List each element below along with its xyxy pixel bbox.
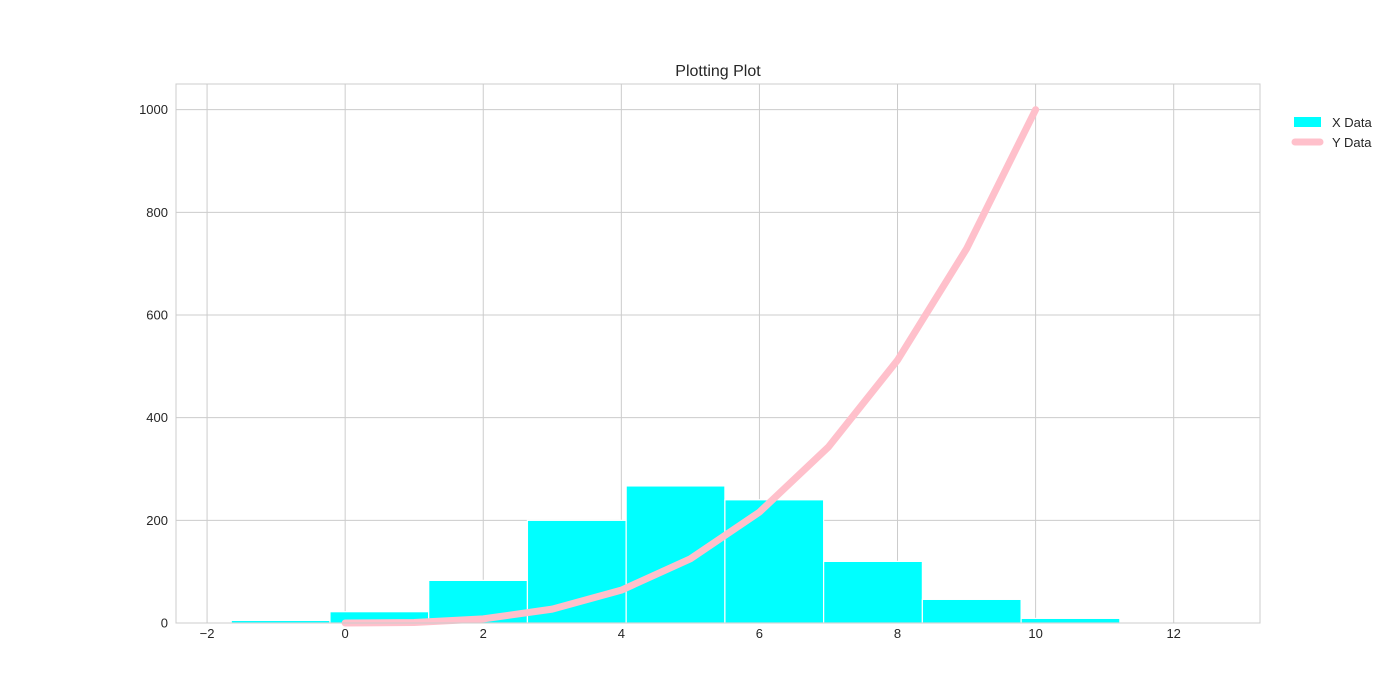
y-tick-label: 0	[161, 616, 168, 631]
histogram-bar	[921, 598, 1022, 624]
y-tick-label: 800	[146, 205, 168, 220]
histogram-bar	[823, 560, 923, 624]
x-tick-label: 2	[480, 626, 487, 641]
x-tick-label: 8	[894, 626, 901, 641]
y-tick-label: 200	[146, 513, 168, 528]
x-tick-label: 6	[756, 626, 763, 641]
legend-swatch-x-data	[1294, 117, 1321, 127]
chart-title: Plotting Plot	[675, 63, 761, 80]
x-axis-ticks: −2 0 2 4 6 8 10 12	[200, 626, 1181, 641]
x-tick-label: −2	[200, 626, 215, 641]
plot-frame	[175, 83, 1261, 624]
legend: X Data Y Data	[1291, 115, 1373, 150]
x-tick-label: 10	[1028, 626, 1042, 641]
y-tick-label: 1000	[139, 102, 168, 117]
y-axis-ticks: 0 200 400 600 800 1000	[139, 102, 168, 630]
histogram-bar	[1020, 617, 1121, 624]
legend-label-x-data: X Data	[1332, 115, 1373, 130]
legend-label-y-data: Y Data	[1332, 135, 1372, 150]
histogram-bar	[724, 499, 825, 624]
y-tick-label: 400	[146, 410, 168, 425]
x-tick-label: 0	[342, 626, 349, 641]
y-data-line	[341, 106, 1040, 627]
y-tick-label: 600	[146, 308, 168, 323]
x-tick-label: 4	[618, 626, 625, 641]
x-tick-label: 12	[1166, 626, 1180, 641]
histogram-bar	[625, 485, 726, 624]
line-series	[341, 106, 1040, 627]
